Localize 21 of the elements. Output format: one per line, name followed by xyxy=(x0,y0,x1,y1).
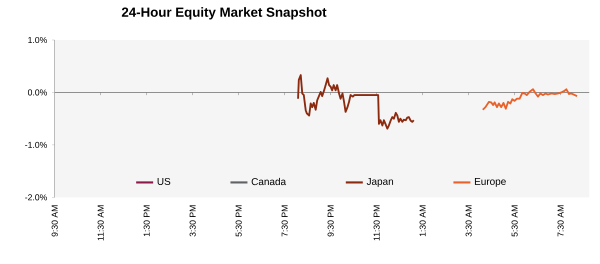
legend-label: US xyxy=(158,178,170,186)
x-tick-label: 9:30 PM xyxy=(328,205,334,236)
x-tick-label: 7:30 PM xyxy=(282,205,288,236)
legend-label: Canada xyxy=(252,178,286,186)
x-tick-label: 7:30 AM xyxy=(558,205,564,236)
legend-label: Japan xyxy=(366,178,394,187)
y-tick-label: -1.0% xyxy=(25,142,47,148)
legend-label: Europe xyxy=(474,178,506,187)
x-tick-label: 11:30 PM xyxy=(374,205,380,240)
x-tick-label: 11:30 AM xyxy=(98,205,104,240)
x-tick-label: 3:30 PM xyxy=(190,205,196,237)
y-tick-label: 0.0% xyxy=(28,89,47,96)
y-tick-label: 1.0% xyxy=(28,36,47,44)
x-tick-label: 1:30 AM xyxy=(420,205,426,236)
y-tick-label: -2.0% xyxy=(25,194,47,200)
x-tick-label: 5:30 PM xyxy=(236,205,242,236)
x-tick-label: 5:30 AM xyxy=(512,205,518,236)
x-tick-label: 9:30 AM xyxy=(52,205,58,236)
x-tick-label: 3:30 AM xyxy=(466,205,472,237)
x-tick-label: 1:30 PM xyxy=(144,205,150,236)
chart-title: 24-Hour Equity Market Snapshot xyxy=(122,7,326,20)
